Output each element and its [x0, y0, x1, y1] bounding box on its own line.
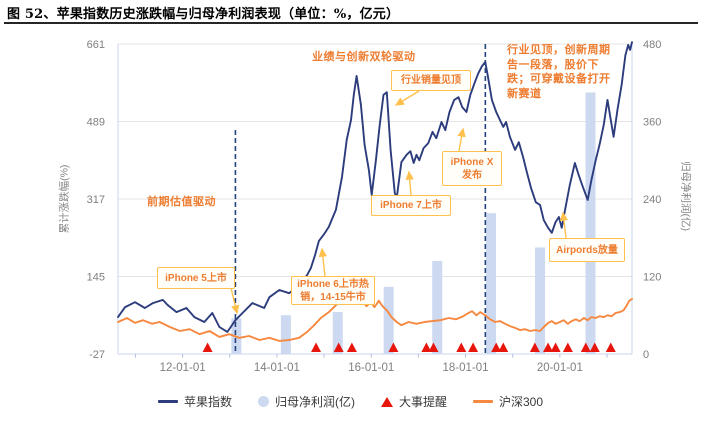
svg-text:360: 360: [643, 117, 661, 129]
svg-text:240: 240: [643, 194, 661, 206]
legend-label: 苹果指数: [183, 395, 232, 409]
apple-index-line-swatch: [157, 400, 178, 403]
legend-item-csi300: 沪深300: [473, 393, 543, 410]
legend-item-events: 大事提醒: [380, 393, 447, 410]
svg-text:12-01-01: 12-01-01: [160, 362, 206, 374]
annotation-leaders: [230, 90, 569, 315]
right-axis-title: 归母净利润(亿): [679, 161, 692, 231]
dashed-event-lines: [234, 44, 487, 354]
svg-text:0: 0: [643, 349, 649, 361]
csi300-line: [117, 284, 633, 342]
svg-text:480: 480: [643, 39, 661, 51]
axis-tick-labels: 661 489 317 145 -27 480 360 240 120 0 12-01-01 14-0…: [87, 39, 662, 374]
left-axis-title: 累计涨跌幅(%): [58, 164, 71, 234]
svg-text:317: 317: [87, 194, 105, 206]
legend-label: 归母净利润(亿): [274, 395, 355, 409]
svg-text:-27: -27: [89, 349, 105, 361]
csi300-line-swatch: [473, 400, 493, 403]
net-profit-circle-swatch: [257, 396, 269, 407]
legend-label: 沪深300: [499, 395, 544, 409]
svg-text:16-01-01: 16-01-01: [348, 362, 394, 374]
svg-text:14-01-01: 14-01-01: [254, 362, 300, 374]
svg-text:145: 145: [87, 272, 105, 284]
event-triangle-swatch: [380, 396, 393, 407]
net-profit-bars: [231, 92, 596, 354]
svg-text:661: 661: [87, 39, 105, 51]
svg-text:18-01-01: 18-01-01: [443, 362, 489, 374]
legend-label: 大事提醒: [398, 395, 447, 409]
svg-text:120: 120: [643, 272, 661, 284]
legend-item-apple-index: 苹果指数: [157, 393, 232, 410]
svg-text:489: 489: [87, 117, 105, 129]
apple-index-line: [117, 41, 633, 333]
legend-item-net-profit: 归母净利润(亿): [257, 393, 355, 410]
gridlines: [117, 43, 633, 358]
svg-text:20-01-01: 20-01-01: [537, 362, 583, 374]
title-underline: [4, 22, 698, 24]
figure-title: 图 52、苹果指数历史涨跌幅与归母净利润表现（单位：%，亿元）: [7, 7, 400, 22]
event-markers: [202, 342, 616, 352]
chart-legend: 苹果指数 归母净利润(亿) 大事提醒 沪深300: [0, 393, 701, 410]
